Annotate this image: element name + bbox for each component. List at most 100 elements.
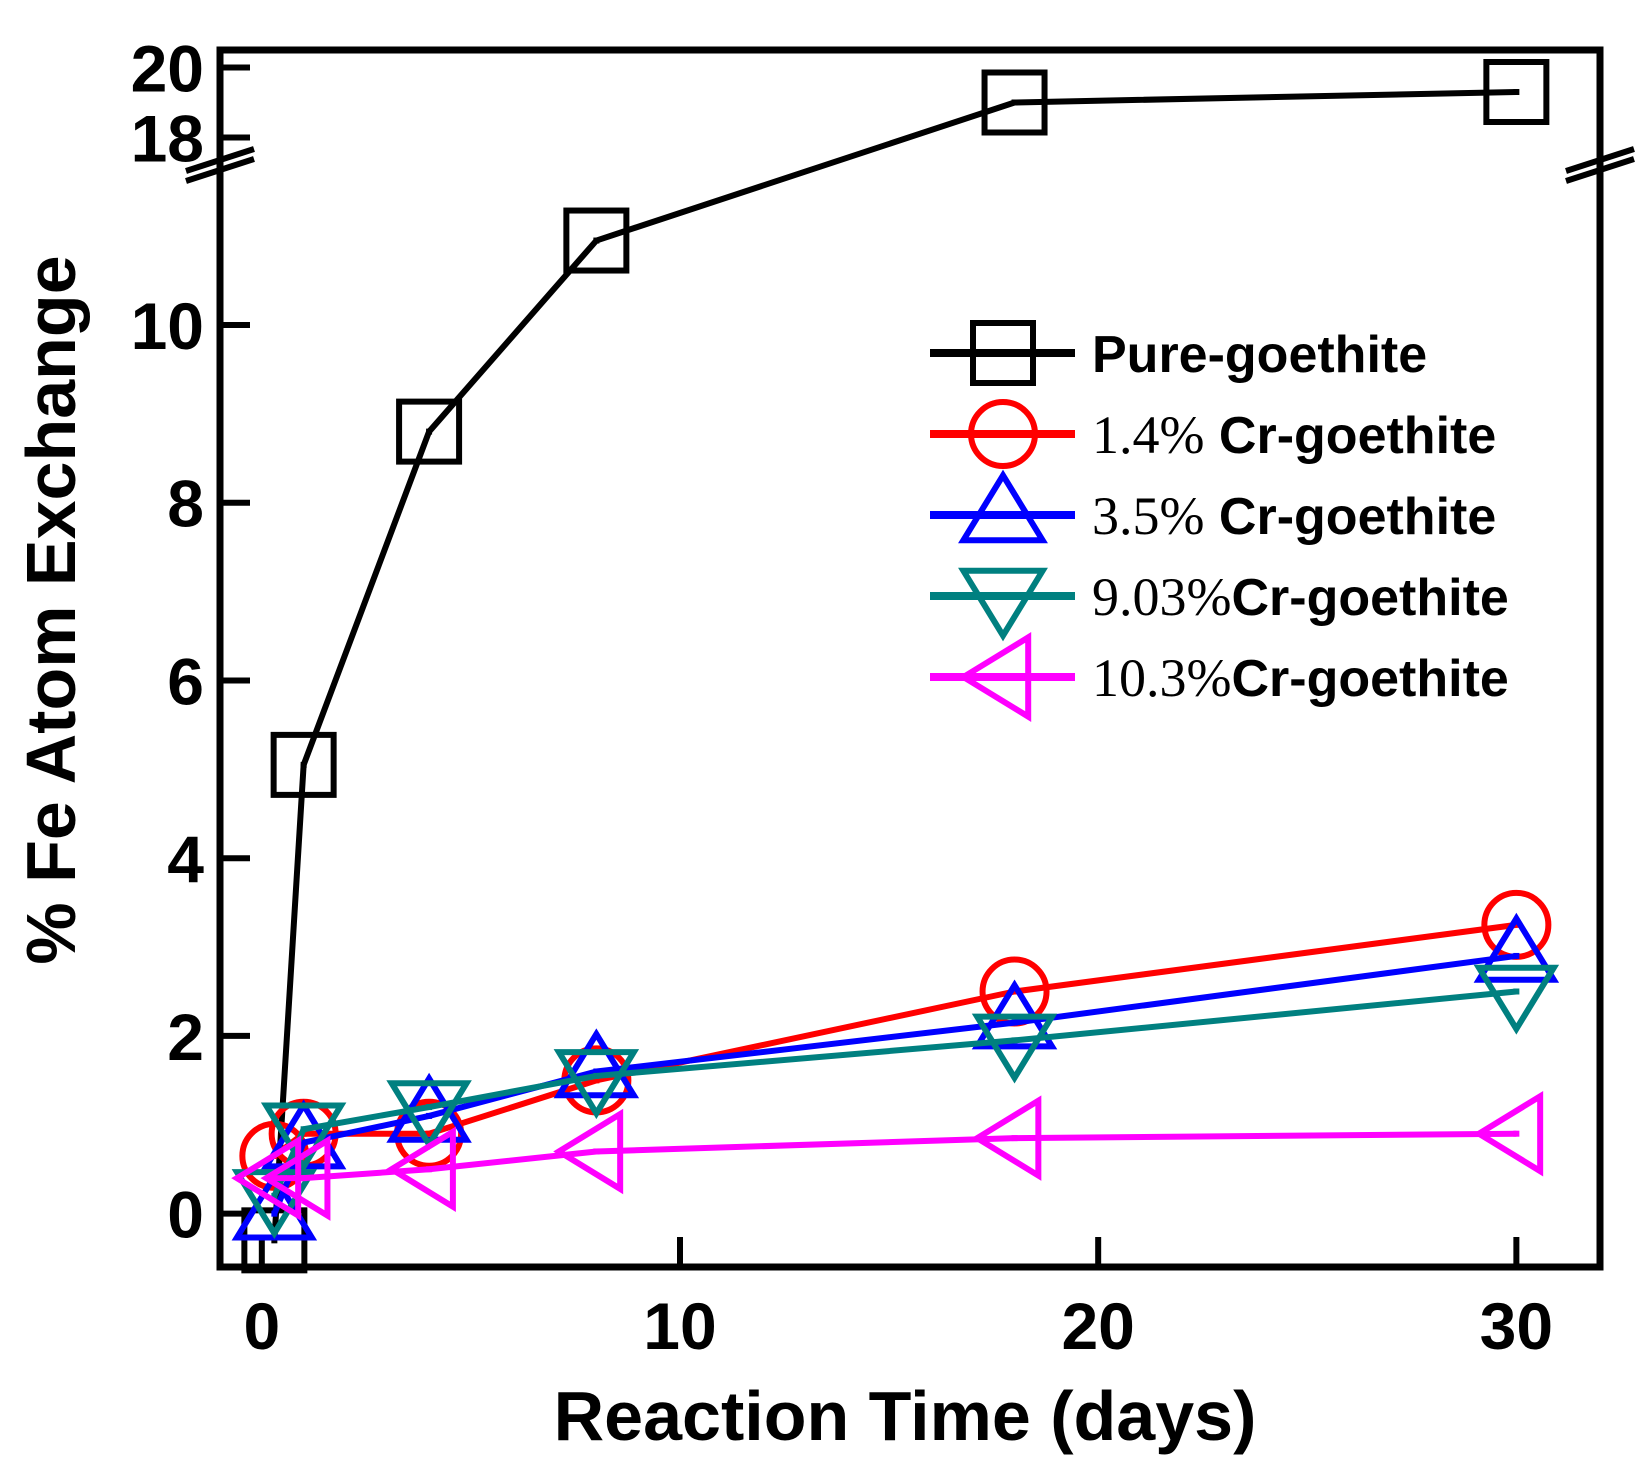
- data-point-2-5: [1473, 912, 1560, 983]
- data-point-4-2: [385, 1126, 456, 1212]
- legend-marker-3-center: [1000, 593, 1006, 599]
- plot-frame: [185, 46, 1635, 1271]
- data-point-4-4: [971, 1095, 1042, 1181]
- data-point-4-4-center: [1011, 1135, 1018, 1142]
- y-axis-title: % Fe Atom Exchange: [12, 255, 90, 964]
- axis-break-mark-left-upper: [185, 146, 255, 174]
- legend-marker-2-center: [1000, 512, 1006, 518]
- legend-marker-0: [970, 320, 1036, 386]
- y-tick-label: 20: [131, 32, 204, 106]
- data-point-3-5: [1473, 964, 1560, 1035]
- data-point-3-2: [386, 1080, 472, 1151]
- x-tick-label: 20: [1061, 1289, 1134, 1363]
- legend-label-text: Pure-goethite: [1092, 326, 1427, 384]
- legend-label-0: Pure-goethite: [1092, 326, 1427, 384]
- legend-label-text: Cr-goethite: [1204, 407, 1496, 465]
- data-point-3-0-center: [271, 1192, 278, 1199]
- legend-item-3: 9.03%Cr-goethite: [930, 567, 1509, 642]
- data-point-3-3: [553, 1049, 640, 1120]
- legend-label-4: 10.3%Cr-goethite: [1092, 648, 1509, 708]
- legend-marker-1: [968, 399, 1038, 469]
- y-tick-label: 4: [167, 822, 204, 896]
- data-point-0-3: [563, 207, 630, 274]
- legend-marker-4: [957, 632, 1032, 722]
- data-point-4-3-center: [593, 1148, 600, 1155]
- data-point-0-2: [396, 398, 463, 465]
- data-point-4-5: [1473, 1090, 1544, 1177]
- legend-label-number: 3.5%: [1092, 486, 1204, 546]
- series-line-0: [271, 89, 1517, 1241]
- data-point-3-4: [971, 1013, 1058, 1084]
- legend-label-number: 10.3%: [1092, 648, 1231, 708]
- data-point-2-3: [553, 1028, 640, 1099]
- series-2: [231, 912, 1560, 1241]
- data-point-0-2-center: [426, 428, 433, 435]
- data-point-3-1-center: [300, 1126, 307, 1133]
- legend-marker-0-center: [1000, 350, 1006, 356]
- data-point-4-1: [260, 1135, 331, 1221]
- axis-break-mark-left-lower: [185, 156, 255, 184]
- data-point-3-2-center: [426, 1104, 433, 1111]
- data-point-2-1-center: [300, 1139, 307, 1146]
- legend-label-text: Cr-goethite: [1231, 650, 1508, 708]
- data-point-0-5-center: [1513, 89, 1520, 95]
- data-point-4-5-center: [1513, 1130, 1520, 1137]
- y-tick-label: 18: [131, 102, 204, 176]
- legend-item-1: 1.4% Cr-goethite: [930, 399, 1496, 469]
- series-4: [231, 1090, 1544, 1221]
- data-point-3-4-center: [1011, 1037, 1018, 1044]
- legend-item-0: Pure-goethite: [930, 320, 1427, 386]
- legend-item-2: 3.5% Cr-goethite: [930, 469, 1496, 546]
- data-point-2-2-center: [426, 1112, 433, 1119]
- data-point-3-1: [260, 1102, 347, 1173]
- data-point-0-5: [1483, 59, 1550, 125]
- legend-item-4: 10.3%Cr-goethite: [930, 632, 1509, 722]
- data-point-4-3: [553, 1108, 624, 1195]
- data-point-0-3-center: [593, 237, 600, 244]
- data-point-2-4-center: [1011, 1019, 1018, 1026]
- legend-marker-3: [958, 567, 1048, 642]
- data-point-1-3-center: [593, 1077, 600, 1084]
- data-point-2-0-center: [271, 1210, 278, 1217]
- data-point-0-4: [981, 69, 1048, 136]
- data-point-0-4-center: [1011, 99, 1018, 106]
- data-point-1-5-center: [1513, 921, 1520, 928]
- x-tick-label: 0: [243, 1289, 280, 1363]
- data-point-4-1-center: [300, 1175, 307, 1182]
- legend-label-3: 9.03%Cr-goethite: [1092, 567, 1509, 627]
- legend-label-text: Cr-goethite: [1204, 488, 1496, 546]
- legend-label-number: 9.03%: [1092, 567, 1231, 627]
- data-point-2-5-center: [1513, 952, 1520, 959]
- data-point-3-3-center: [593, 1072, 600, 1079]
- data-point-3-5-center: [1513, 988, 1520, 995]
- x-tick-label: 30: [1480, 1289, 1553, 1363]
- series-layer: [231, 59, 1560, 1274]
- legend-label-text: Cr-goethite: [1231, 569, 1508, 627]
- data-point-4-2-center: [426, 1166, 433, 1173]
- data-point-4-0: [231, 1135, 302, 1221]
- data-point-1-2-center: [426, 1130, 433, 1137]
- legend-label-2: 3.5% Cr-goethite: [1092, 486, 1496, 546]
- data-point-0-1: [270, 731, 337, 798]
- y-tick-label: 2: [167, 1000, 204, 1074]
- x-tick-label: 10: [643, 1289, 716, 1363]
- axis-break-mark-right-upper: [1565, 146, 1635, 174]
- data-point-4-0-center: [271, 1175, 278, 1182]
- legend-label-number: 1.4%: [1092, 405, 1204, 465]
- y-tick-label: 0: [167, 1178, 204, 1252]
- data-point-2-3-center: [593, 1068, 600, 1075]
- legend-marker-4-center: [1000, 674, 1006, 680]
- x-axis-title: Reaction Time (days): [554, 1377, 1257, 1455]
- legend-marker-1-center: [1000, 431, 1006, 437]
- legend-marker-2: [958, 469, 1048, 544]
- data-point-0-1-center: [300, 761, 307, 768]
- data-point-1-4-center: [1011, 988, 1018, 995]
- y-tick-label: 8: [167, 467, 204, 541]
- legend-label-1: 1.4% Cr-goethite: [1092, 405, 1496, 465]
- y-tick-label: 6: [167, 644, 204, 718]
- axis-break-mark-right-lower: [1565, 156, 1635, 184]
- y-tick-label: 10: [131, 289, 204, 363]
